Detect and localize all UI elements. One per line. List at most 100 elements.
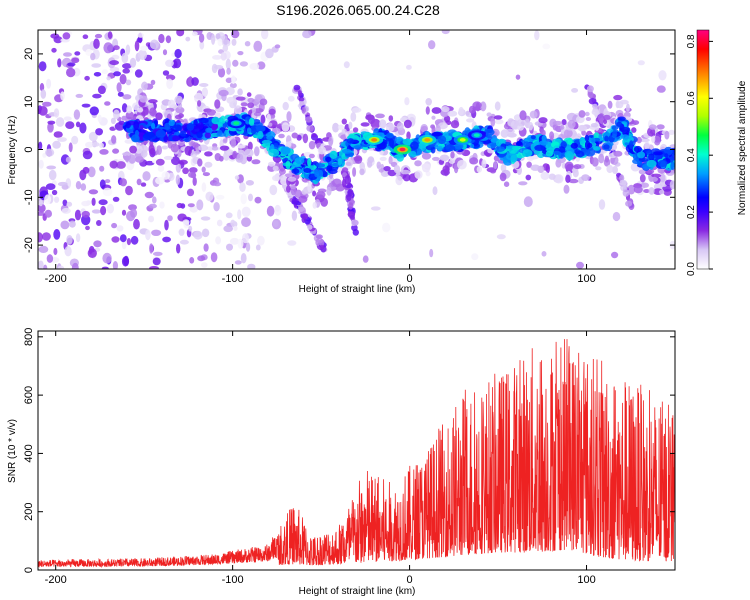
- spectrogram-cell: [285, 160, 291, 170]
- spectrogram-cell: [458, 106, 464, 116]
- spectrogram-cell: [214, 99, 221, 109]
- spectrogram-cell: [480, 101, 487, 112]
- spectrogram-cell: [269, 184, 278, 196]
- spectrogram-cell: [442, 165, 450, 174]
- spectrogram-cell: [215, 33, 221, 40]
- snr-xtick-label: -200: [45, 574, 67, 586]
- snr-ytick-label: 0: [23, 567, 35, 573]
- spectrogram-cell: [93, 72, 102, 77]
- spectrogram-cell: [217, 129, 223, 136]
- spectrogram-cell: [402, 173, 411, 182]
- spectrogram-cell: [471, 253, 479, 261]
- spectrogram-cell: [268, 148, 280, 157]
- spectrogram-cell: [637, 151, 646, 159]
- spectrogram-cell: [353, 156, 362, 162]
- spectrogram-cell: [104, 101, 111, 106]
- spectrogram-cell: [73, 109, 81, 120]
- spectrogram-cell: [52, 140, 61, 149]
- spectrogram-cell: [348, 202, 354, 210]
- spectrogram-cell: [82, 34, 89, 39]
- spectrogram-cell: [57, 181, 68, 187]
- spectrogram-cell: [225, 77, 233, 84]
- spectrogram-cell: [545, 150, 553, 157]
- spectrogram-cell: [389, 138, 395, 147]
- spectrogram-cell: [109, 66, 120, 73]
- spectrogram-cell: [85, 48, 93, 57]
- spectrogram-cell: [598, 199, 606, 210]
- spectrogram-cell: [653, 151, 663, 156]
- spectrogram-cell: [349, 214, 355, 220]
- spectrogram-cell: [515, 74, 521, 80]
- spectrogram-cell: [591, 157, 599, 167]
- spectrogram-cell: [257, 130, 264, 140]
- spectrogram-cell: [211, 33, 216, 45]
- spectrogram-cell: [69, 220, 76, 228]
- spectrogram-cell: [125, 121, 131, 129]
- spectrogram-cell: [102, 252, 112, 264]
- spectrogram-cell: [432, 156, 440, 161]
- spectrogram-cell: [414, 160, 422, 167]
- spectrogram-cell: [98, 199, 108, 206]
- spectrogram-cell: [429, 248, 434, 258]
- spectrogram-cell: [201, 182, 207, 193]
- spectrogram-cell: [46, 254, 54, 263]
- spectrogram-cell: [182, 167, 190, 175]
- spectrogram-cell: [613, 94, 623, 101]
- spectrogram-cell: [66, 67, 76, 78]
- spectrogram-cell: [47, 120, 56, 125]
- spectrogram-cell: [165, 35, 172, 44]
- spectrogram-cell: [438, 122, 448, 130]
- spectrogram-cell: [107, 31, 113, 39]
- spectrogram-cell: [257, 61, 266, 70]
- spectrogram-cell: [247, 141, 253, 151]
- spectrogram-cell: [606, 164, 614, 174]
- spectrogram-cell: [450, 120, 460, 129]
- spectrogram-cell: [133, 218, 140, 230]
- spectrogram-cell: [214, 153, 221, 161]
- spectrogram-cell: [656, 124, 665, 130]
- spectrogram-cell: [406, 64, 412, 70]
- spectrogram-cell: [281, 122, 290, 132]
- spectrogram-cell: [155, 158, 165, 166]
- spectrogram-cell: [188, 171, 196, 178]
- spectrogram-cell: [430, 146, 436, 154]
- spectrogram-cell: [63, 52, 72, 57]
- spectrogram-cell: [621, 126, 630, 132]
- spectrogram-cell: [239, 61, 248, 67]
- spectrogram-cell: [125, 44, 131, 55]
- spectrogram-cell: [198, 117, 209, 124]
- spectrogram-cell: [319, 238, 325, 247]
- spectrogram-cell: [633, 145, 643, 153]
- spectrogram-cell: [188, 225, 193, 232]
- spectrogram-cell: [38, 199, 43, 207]
- spectrogram-cell: [326, 186, 332, 196]
- spectrogram-cell: [55, 117, 65, 127]
- spectrogram-cell: [564, 161, 574, 171]
- spectrogram-cell: [253, 146, 260, 157]
- spectrogram-cell: [669, 144, 675, 149]
- spectrogram-cell: [242, 233, 249, 244]
- spectrogram-cell: [410, 141, 419, 150]
- spectrogram-cell: [253, 108, 264, 113]
- spectrogram-cell: [53, 229, 61, 240]
- spectrogram-cell: [129, 57, 137, 68]
- spectrogram-cell: [53, 247, 58, 256]
- spectrogram-cell: [255, 244, 261, 251]
- spectrogram-cell: [320, 197, 329, 207]
- spectrogram-cell: [382, 222, 391, 233]
- spectrogram-cell: [71, 135, 79, 145]
- spectrogram-cell: [45, 148, 55, 157]
- spectrogram-cell: [226, 243, 233, 251]
- spectrogram-cell: [74, 209, 82, 221]
- spectrogram-cell: [91, 197, 96, 206]
- spectrogram-cell: [584, 140, 591, 150]
- spectrogram-cell: [75, 233, 81, 243]
- spectrogram-cell: [48, 169, 57, 181]
- spectrogram-cell: [506, 128, 515, 135]
- snr-ylabel: SNR (10 * v/v): [7, 419, 18, 483]
- spectrogram-cell: [273, 220, 279, 228]
- spectrogram-cell: [38, 245, 49, 253]
- spectrogram-cell: [278, 133, 285, 139]
- spectrogram-cell: [92, 93, 102, 99]
- spectrogram-cell: [65, 121, 75, 129]
